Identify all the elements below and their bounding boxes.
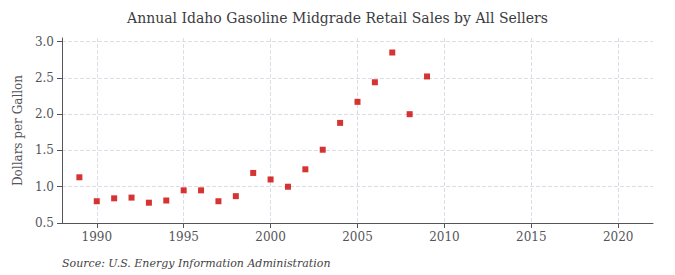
svg-text:2.0: 2.0	[35, 107, 54, 121]
svg-text:Dollars per Gallon: Dollars per Gallon	[11, 75, 25, 186]
svg-text:2.5: 2.5	[35, 71, 54, 85]
svg-text:2010: 2010	[429, 230, 460, 244]
svg-text:2020: 2020	[603, 230, 634, 244]
svg-text:3.0: 3.0	[35, 35, 54, 49]
svg-text:1.5: 1.5	[35, 143, 54, 157]
svg-text:2005: 2005	[342, 230, 373, 244]
svg-text:0.5: 0.5	[35, 216, 54, 230]
svg-text:Annual Idaho Gasoline Midgrade: Annual Idaho Gasoline Midgrade Retail Sa…	[126, 10, 548, 26]
svg-text:Source: U.S. Energy Informatio: Source: U.S. Energy Information Administ…	[62, 257, 330, 270]
svg-text:1.0: 1.0	[35, 180, 54, 194]
svg-text:1990: 1990	[81, 230, 112, 244]
svg-text:2000: 2000	[255, 230, 286, 244]
svg-text:2015: 2015	[516, 230, 547, 244]
svg-text:1995: 1995	[168, 230, 199, 244]
